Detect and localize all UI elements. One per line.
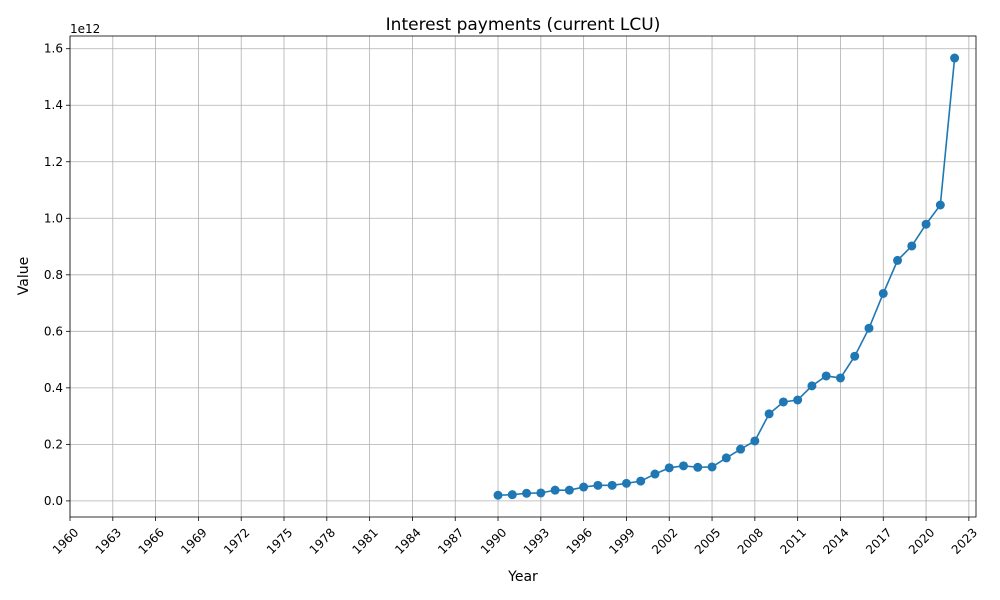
y-tick-label: 0.6 (44, 324, 63, 338)
data-point (650, 469, 660, 479)
x-tick-label: 2011 (777, 525, 808, 556)
x-tick-label: 1960 (50, 525, 81, 556)
plot-frame (69, 35, 977, 518)
y-tick-label: 1.2 (44, 155, 63, 169)
x-tick-label: 1990 (478, 525, 509, 556)
y-tick-label: 0.0 (44, 494, 63, 508)
x-tick-label: 1993 (521, 525, 552, 556)
data-point (693, 462, 703, 472)
x-tick-label: 1972 (221, 525, 252, 556)
x-tick-label: 1969 (178, 525, 209, 556)
series-line (497, 57, 956, 497)
data-point (579, 482, 589, 492)
x-tick-label: 1999 (606, 525, 637, 556)
series-layer (493, 53, 960, 500)
y-tick-label: 1.6 (44, 42, 63, 56)
data-point (793, 395, 803, 405)
x-tick-label: 1978 (307, 525, 338, 556)
x-tick-label: 1987 (435, 525, 466, 556)
data-point (679, 461, 689, 471)
data-point (907, 241, 917, 251)
x-tick-label: 2020 (906, 525, 937, 556)
data-point (721, 453, 731, 463)
data-point (736, 444, 746, 454)
y-tick-label: 1.0 (44, 211, 63, 225)
x-tick-label: 1966 (135, 525, 166, 556)
data-point (864, 323, 874, 333)
data-point (850, 351, 860, 361)
y-tick-label: 0.8 (44, 268, 63, 282)
data-point (835, 373, 845, 383)
data-point (636, 476, 646, 486)
y-axis: 0.0 0.2 0.4 0.6 0.8 1.0 1.2 1.4 1.6 (44, 42, 70, 508)
y-tick-label: 1.4 (44, 98, 63, 112)
x-axis-title: Year (507, 569, 538, 585)
x-tick-label: 2017 (863, 525, 894, 556)
y-axis-offset-label: 1e12 (70, 22, 100, 36)
x-tick-label: 2023 (949, 525, 980, 556)
data-point (707, 462, 717, 472)
x-tick-label: 1996 (563, 525, 594, 556)
data-point (878, 288, 888, 298)
data-point (807, 381, 817, 391)
chart-title: Interest payments (current LCU) (386, 15, 661, 35)
x-axis: 1960 1963 1966 1969 1972 1975 1978 1981 1984 1987… (50, 517, 980, 557)
data-point (550, 485, 560, 495)
x-tick-label: 1975 (264, 525, 295, 556)
data-point (750, 436, 760, 446)
x-tick-label: 2005 (692, 525, 723, 556)
x-tick-label: 2014 (820, 525, 851, 556)
data-point (593, 480, 603, 490)
x-tick-label: 2008 (735, 525, 766, 556)
grid-lines (69, 36, 976, 517)
data-point (950, 53, 960, 63)
y-axis-title: Value (16, 257, 32, 295)
data-point (507, 490, 517, 500)
data-point (893, 255, 903, 265)
data-point (764, 409, 774, 419)
data-point (935, 200, 945, 210)
data-point (522, 488, 532, 498)
data-point (821, 371, 831, 381)
data-point (778, 397, 788, 407)
data-point (607, 480, 617, 490)
data-point (536, 488, 546, 498)
data-point (921, 219, 931, 229)
data-point (493, 490, 503, 500)
data-point (564, 485, 574, 495)
data-point (664, 463, 674, 473)
y-tick-label: 0.4 (44, 381, 63, 395)
x-tick-label: 2002 (649, 525, 680, 556)
x-tick-label: 1963 (93, 525, 124, 556)
x-tick-label: 1981 (349, 525, 380, 556)
y-tick-label: 0.2 (44, 437, 63, 451)
data-point (621, 478, 631, 488)
x-tick-label: 1984 (392, 525, 423, 556)
